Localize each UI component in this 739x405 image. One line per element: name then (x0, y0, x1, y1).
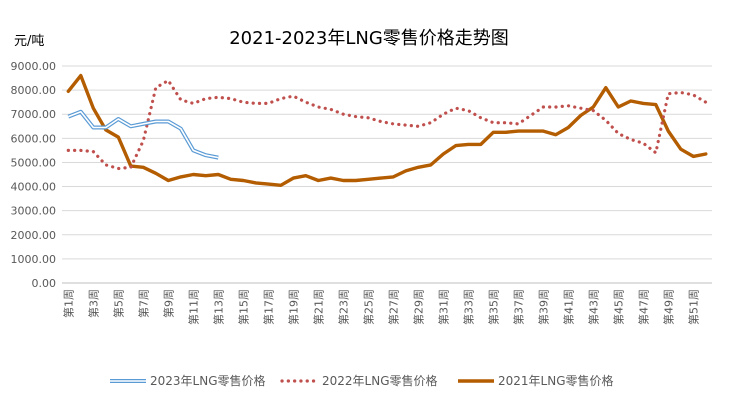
chart-title: 2021-2023年LNG零售价格走势图 (229, 28, 509, 49)
x-tick-label: 第47周 (636, 289, 650, 325)
legend-item: 2022年LNG零售价格 (280, 373, 438, 388)
y-tick-label: 9000.00 (11, 60, 57, 73)
series-layer (66, 73, 708, 187)
y-tick-label: 5000.00 (11, 156, 57, 169)
x-tick-label: 第27周 (386, 289, 400, 325)
y-tick-label: 8000.00 (11, 84, 57, 97)
legend: 2023年LNG零售价格 2022年LNG零售价格 2021年LNG零售价格 (110, 373, 614, 388)
y-tick-label: 6000.00 (11, 132, 57, 145)
y-axis-unit: 元/吨 (14, 34, 44, 49)
legend-label: 2021年LNG零售价格 (498, 373, 614, 388)
y-tick-label: 3000.00 (11, 205, 57, 218)
x-tick-label: 第51周 (686, 289, 700, 325)
x-tick-label: 第25周 (361, 289, 375, 325)
legend-item: 2021年LNG零售价格 (458, 373, 614, 388)
series-2021-line (66, 73, 708, 187)
x-tick-label: 第43周 (586, 289, 600, 325)
y-tick-label: 4000.00 (11, 181, 57, 194)
x-tick-label: 第1周 (61, 289, 75, 318)
x-tick-label: 第17周 (261, 289, 275, 325)
legend-item: 2023年LNG零售价格 (110, 373, 266, 388)
x-tick-label: 第45周 (611, 289, 625, 325)
grid-layer (62, 65, 712, 284)
x-tick-label: 第15周 (236, 289, 250, 325)
x-tick-label: 第39周 (536, 289, 550, 325)
y-tick-label: 0.00 (32, 277, 57, 290)
legend-label: 2023年LNG零售价格 (150, 373, 266, 388)
y-tick-label: 1000.00 (11, 253, 57, 266)
x-tick-label: 第23周 (336, 289, 350, 325)
x-tick-label: 第29周 (411, 289, 425, 325)
series-2023-line-inner (68, 111, 219, 159)
x-tick-label: 第21周 (311, 289, 325, 325)
x-tick-label: 第35周 (486, 289, 500, 325)
series-2022-line (66, 78, 708, 171)
x-tick-label: 第31周 (436, 289, 450, 325)
x-tick-label: 第3周 (86, 289, 100, 318)
y-tick-layer: 0.00 1000.00 2000.00 3000.00 4000.00 5000.00 6… (11, 60, 57, 290)
y-tick-label: 7000.00 (11, 108, 57, 121)
legend-label: 2022年LNG零售价格 (322, 373, 438, 388)
x-tick-label: 第13周 (211, 289, 225, 325)
x-tick-label: 第37周 (511, 289, 525, 325)
x-tick-label: 第41周 (561, 289, 575, 325)
x-tick-label: 第19周 (286, 289, 300, 325)
x-tick-label: 第49周 (661, 289, 675, 325)
x-tick-label: 第33周 (461, 289, 475, 325)
x-tick-label: 第11周 (186, 289, 200, 325)
y-tick-label: 2000.00 (11, 229, 57, 242)
x-tick-label: 第5周 (111, 289, 125, 318)
x-tick-label: 第7周 (136, 289, 150, 318)
x-tick-layer: 第1周 第3周 第5周 第7周 第9周 第11周 第13周 第15周 第17周 第19周 第21周第… (61, 289, 700, 325)
x-tick-label: 第9周 (161, 289, 175, 318)
